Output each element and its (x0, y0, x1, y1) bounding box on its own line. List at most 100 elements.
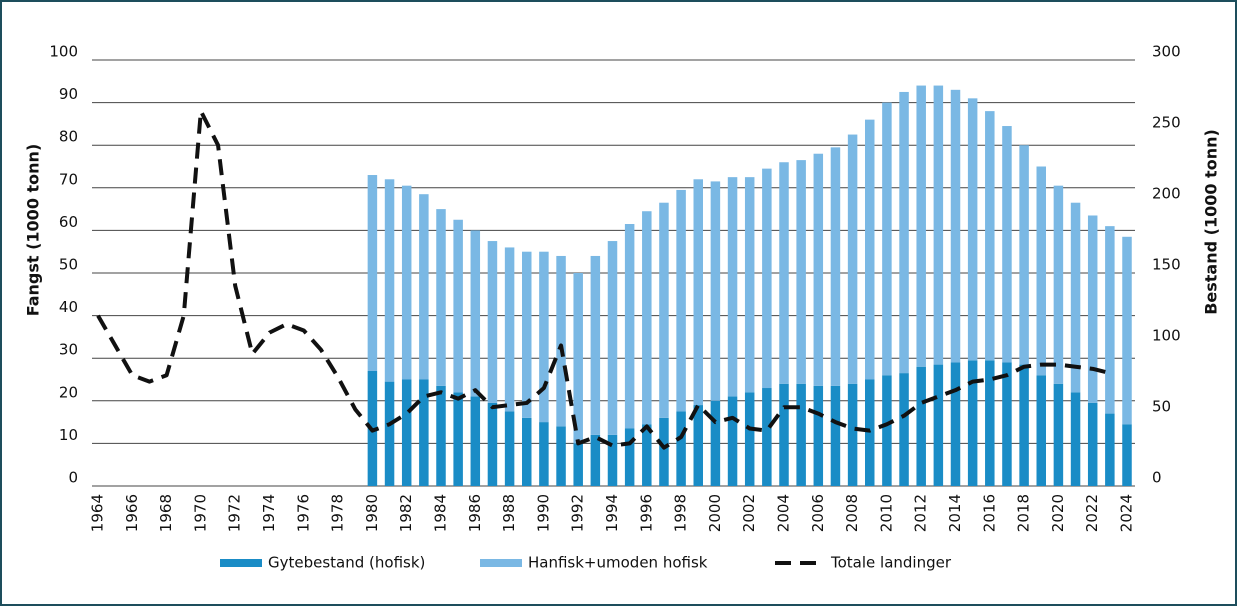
bar (1122, 424, 1132, 486)
bar (985, 360, 995, 486)
legend-swatch (220, 559, 262, 567)
x-tick-label: 2022 (1083, 494, 1101, 532)
x-tick-label: 2016 (980, 494, 998, 532)
bar (1002, 362, 1012, 486)
bar (916, 85, 926, 367)
y2-tick-label: 100 (1152, 327, 1181, 345)
y-tick-label: 10 (59, 426, 78, 444)
bar (950, 89, 961, 363)
bar (607, 241, 618, 435)
y2-axis-label: Bestand (1000 tonn) (1202, 129, 1221, 315)
bar (1036, 375, 1046, 486)
bar (1105, 413, 1115, 486)
bar (676, 189, 686, 412)
bar (453, 219, 463, 393)
bar (1122, 236, 1132, 425)
y-tick-label: 60 (59, 213, 78, 231)
bar (367, 175, 378, 371)
bar (436, 385, 446, 486)
bar (522, 417, 532, 486)
bar (796, 383, 806, 486)
bar (882, 102, 892, 376)
bar (470, 230, 481, 397)
bar (419, 194, 429, 380)
bar (744, 177, 755, 393)
bar (676, 411, 686, 486)
bar (436, 209, 446, 386)
bar (899, 91, 909, 374)
y2-tick-label: 150 (1152, 256, 1181, 274)
y2-tick-label: 200 (1152, 185, 1181, 203)
x-tick-label: 1982 (397, 494, 415, 532)
bar (710, 181, 721, 401)
x-tick-label: 2014 (946, 494, 964, 532)
bar (779, 383, 789, 486)
x-tick-label: 2000 (706, 494, 724, 532)
bar (539, 251, 549, 423)
y2-tick-label: 0 (1152, 469, 1162, 487)
x-tick-label: 2006 (809, 494, 827, 532)
bar (1087, 215, 1098, 403)
bar (573, 443, 583, 486)
x-tick-label: 2012 (912, 494, 930, 532)
bar (779, 162, 789, 384)
x-tick-label: 1986 (466, 494, 484, 532)
bar (830, 147, 841, 386)
bar (693, 405, 703, 486)
bar (590, 255, 601, 435)
bar (727, 396, 738, 486)
bar (556, 426, 566, 486)
y-tick-label: 50 (59, 256, 78, 274)
y-tick-label: 80 (59, 128, 78, 146)
bar (1002, 126, 1012, 363)
y2-tick-label: 50 (1152, 398, 1171, 416)
bar (813, 385, 824, 486)
x-tick-label: 1988 (500, 494, 518, 532)
bar (659, 202, 669, 418)
bar (933, 85, 944, 365)
x-tick-label: 1996 (637, 494, 655, 532)
bar (624, 428, 635, 486)
y-tick-label: 20 (59, 383, 78, 401)
bar (504, 411, 515, 486)
x-tick-label: 1976 (294, 494, 312, 532)
y-tick-label: 70 (59, 170, 78, 188)
bar (487, 241, 498, 403)
y-axis-label: Fangst (1000 tonn) (24, 144, 43, 317)
bar (556, 255, 566, 427)
bar (1053, 185, 1064, 384)
bar (642, 211, 652, 425)
bar (899, 373, 909, 486)
x-tick-label: 1990 (534, 494, 552, 532)
bar (487, 402, 498, 486)
legend-label: Totale landinger (830, 554, 952, 572)
bar (384, 179, 395, 382)
bar (607, 434, 618, 486)
bar (882, 375, 892, 486)
bar (401, 185, 412, 380)
x-tick-label: 1968 (157, 494, 175, 532)
x-tick-label: 1992 (569, 494, 587, 532)
bar (419, 379, 429, 486)
bar (762, 168, 772, 389)
x-tick-label: 1980 (363, 494, 381, 532)
y-tick-label: 40 (59, 298, 78, 316)
bar (1087, 402, 1098, 486)
x-tick-label: 2018 (1015, 494, 1033, 532)
bar (727, 177, 738, 397)
bar (710, 400, 721, 486)
bar (967, 360, 978, 486)
bar (1070, 392, 1081, 486)
legend-label: Hanfisk+umoden hofisk (528, 554, 708, 572)
x-tick-label: 2008 (843, 494, 861, 532)
x-tick-label: 1970 (191, 494, 209, 532)
bar (693, 179, 703, 406)
bar (470, 396, 481, 486)
bar (522, 251, 532, 418)
x-tick-label: 1966 (123, 494, 141, 532)
bar (967, 98, 978, 361)
bar (865, 119, 875, 380)
